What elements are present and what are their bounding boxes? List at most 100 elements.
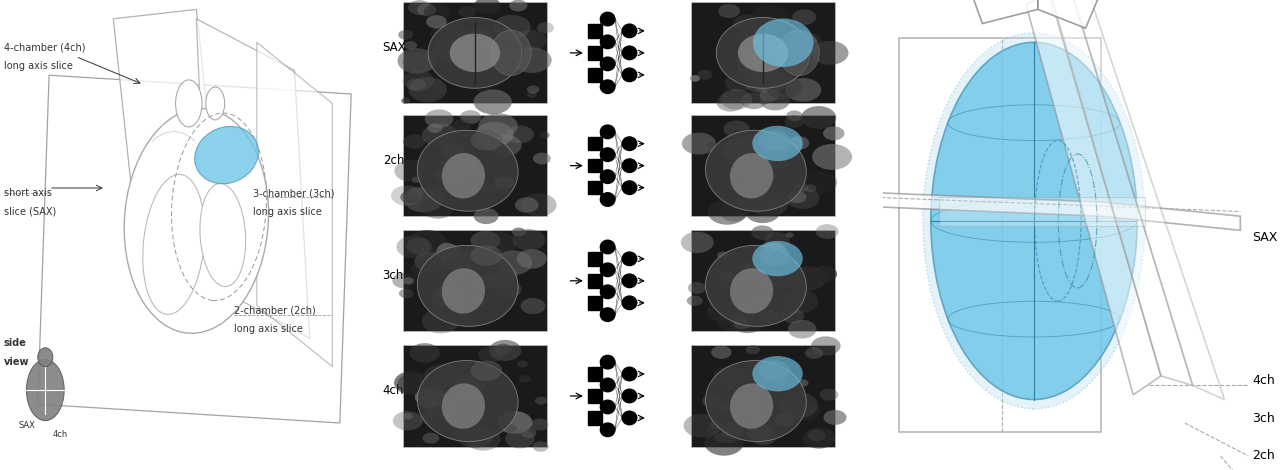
- Ellipse shape: [762, 64, 772, 70]
- Ellipse shape: [195, 126, 259, 184]
- Ellipse shape: [724, 181, 737, 190]
- Ellipse shape: [774, 413, 795, 426]
- Ellipse shape: [713, 366, 742, 385]
- Text: short axis: short axis: [4, 188, 51, 198]
- Ellipse shape: [512, 47, 552, 73]
- Ellipse shape: [760, 91, 790, 110]
- Ellipse shape: [805, 347, 823, 359]
- Ellipse shape: [481, 184, 498, 195]
- Circle shape: [600, 308, 614, 321]
- Ellipse shape: [794, 63, 801, 68]
- FancyBboxPatch shape: [691, 2, 835, 103]
- Ellipse shape: [404, 41, 417, 49]
- Ellipse shape: [812, 41, 849, 65]
- FancyBboxPatch shape: [588, 252, 602, 266]
- Circle shape: [622, 181, 636, 195]
- Ellipse shape: [412, 177, 421, 183]
- FancyBboxPatch shape: [403, 230, 547, 331]
- Circle shape: [622, 68, 636, 82]
- Ellipse shape: [495, 344, 512, 355]
- Ellipse shape: [707, 424, 723, 436]
- Ellipse shape: [424, 3, 451, 21]
- Ellipse shape: [707, 142, 716, 149]
- Ellipse shape: [431, 23, 466, 46]
- Ellipse shape: [460, 110, 481, 124]
- Ellipse shape: [759, 130, 791, 150]
- Ellipse shape: [705, 245, 806, 326]
- Ellipse shape: [765, 75, 801, 99]
- Ellipse shape: [782, 309, 804, 323]
- Ellipse shape: [471, 231, 500, 250]
- Ellipse shape: [479, 346, 504, 363]
- Ellipse shape: [744, 74, 773, 93]
- FancyBboxPatch shape: [588, 159, 602, 172]
- FancyBboxPatch shape: [588, 46, 602, 60]
- Ellipse shape: [797, 379, 809, 387]
- Ellipse shape: [760, 243, 787, 260]
- Ellipse shape: [507, 125, 534, 143]
- FancyBboxPatch shape: [403, 2, 547, 103]
- FancyBboxPatch shape: [588, 24, 602, 38]
- FancyBboxPatch shape: [588, 137, 602, 150]
- Ellipse shape: [463, 36, 498, 59]
- Ellipse shape: [518, 375, 530, 383]
- Text: 2ch: 2ch: [383, 154, 404, 167]
- Circle shape: [622, 411, 636, 425]
- Ellipse shape: [417, 245, 518, 326]
- Ellipse shape: [424, 364, 462, 389]
- FancyBboxPatch shape: [691, 115, 835, 216]
- Ellipse shape: [736, 48, 769, 70]
- Ellipse shape: [781, 20, 790, 26]
- Ellipse shape: [820, 389, 838, 400]
- Ellipse shape: [442, 144, 466, 159]
- Ellipse shape: [509, 164, 518, 170]
- Ellipse shape: [687, 296, 703, 306]
- Ellipse shape: [397, 236, 430, 258]
- Ellipse shape: [744, 165, 776, 186]
- Ellipse shape: [700, 140, 716, 149]
- Circle shape: [622, 296, 636, 310]
- Circle shape: [600, 57, 614, 70]
- Ellipse shape: [200, 183, 246, 287]
- Polygon shape: [196, 19, 310, 338]
- Ellipse shape: [730, 268, 773, 313]
- Ellipse shape: [771, 312, 785, 321]
- Ellipse shape: [741, 93, 767, 109]
- Ellipse shape: [471, 360, 502, 381]
- Ellipse shape: [403, 277, 413, 284]
- Ellipse shape: [815, 224, 838, 239]
- Ellipse shape: [724, 394, 758, 415]
- Ellipse shape: [795, 404, 820, 420]
- Ellipse shape: [746, 345, 760, 354]
- Ellipse shape: [750, 69, 788, 94]
- Ellipse shape: [705, 360, 806, 441]
- Ellipse shape: [740, 141, 750, 148]
- Ellipse shape: [509, 0, 527, 11]
- Ellipse shape: [456, 29, 471, 39]
- FancyBboxPatch shape: [588, 367, 602, 381]
- Ellipse shape: [719, 270, 749, 290]
- Ellipse shape: [753, 18, 814, 67]
- Ellipse shape: [408, 0, 431, 15]
- Text: view: view: [4, 357, 29, 367]
- Ellipse shape: [813, 144, 852, 170]
- Ellipse shape: [759, 310, 780, 323]
- Circle shape: [600, 148, 614, 161]
- Ellipse shape: [408, 77, 447, 102]
- Ellipse shape: [489, 340, 521, 361]
- Ellipse shape: [421, 247, 434, 255]
- Circle shape: [600, 378, 614, 392]
- Ellipse shape: [536, 22, 554, 33]
- Ellipse shape: [803, 428, 835, 448]
- Ellipse shape: [436, 243, 460, 259]
- Polygon shape: [1070, 0, 1225, 400]
- Ellipse shape: [803, 172, 837, 194]
- Ellipse shape: [786, 232, 794, 238]
- Ellipse shape: [439, 152, 477, 177]
- Text: 2ch: 2ch: [1252, 449, 1275, 462]
- Ellipse shape: [515, 197, 539, 212]
- Ellipse shape: [748, 357, 783, 380]
- Circle shape: [622, 24, 636, 38]
- Ellipse shape: [753, 356, 803, 392]
- Ellipse shape: [392, 273, 416, 289]
